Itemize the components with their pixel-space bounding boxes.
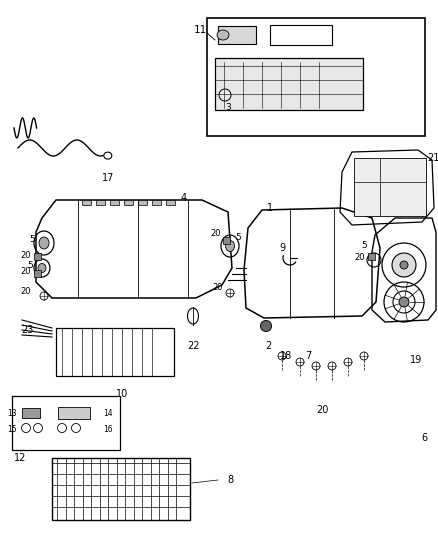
Text: 3: 3 — [225, 102, 231, 111]
Bar — [58, 407, 90, 419]
Ellipse shape — [399, 297, 409, 307]
Bar — [368, 253, 375, 260]
Bar — [215, 58, 363, 110]
Bar — [270, 25, 332, 45]
Text: 18: 18 — [280, 351, 292, 361]
Text: 12: 12 — [14, 453, 26, 463]
Text: 5: 5 — [235, 233, 241, 243]
Text: 4: 4 — [181, 193, 187, 203]
Bar — [138, 200, 147, 205]
Text: 11: 11 — [193, 25, 207, 35]
Text: 7: 7 — [305, 351, 311, 361]
Text: 15: 15 — [7, 425, 17, 434]
Text: 20: 20 — [211, 230, 221, 238]
Text: 5: 5 — [29, 236, 35, 245]
Bar — [124, 200, 133, 205]
Text: 10: 10 — [116, 389, 128, 399]
Bar — [110, 200, 119, 205]
Text: 20: 20 — [213, 284, 223, 293]
Text: 13: 13 — [7, 408, 17, 417]
Ellipse shape — [400, 261, 408, 269]
Text: 16: 16 — [103, 425, 113, 434]
Text: 14: 14 — [103, 408, 113, 417]
Text: 20: 20 — [21, 268, 31, 277]
Text: 20: 20 — [21, 251, 31, 260]
Ellipse shape — [226, 240, 234, 252]
Text: 20: 20 — [355, 254, 365, 262]
Bar — [218, 26, 256, 44]
Bar — [34, 253, 41, 260]
Bar — [34, 270, 41, 277]
Text: 17: 17 — [102, 173, 114, 183]
Ellipse shape — [38, 263, 46, 272]
Bar — [12, 396, 120, 450]
Bar — [223, 237, 230, 244]
Ellipse shape — [261, 320, 272, 332]
Text: 1: 1 — [267, 203, 273, 213]
Bar — [56, 328, 174, 376]
Text: 20: 20 — [316, 405, 328, 415]
Text: 5: 5 — [361, 240, 367, 249]
Bar — [152, 200, 161, 205]
Text: 8: 8 — [227, 475, 233, 485]
Text: 22: 22 — [188, 341, 200, 351]
Bar — [52, 458, 190, 520]
Bar — [207, 18, 425, 136]
Bar — [96, 200, 105, 205]
Bar — [354, 158, 426, 216]
Text: 19: 19 — [410, 355, 422, 365]
Ellipse shape — [217, 30, 229, 40]
Text: 9: 9 — [279, 243, 285, 253]
Text: 20: 20 — [21, 287, 31, 296]
Text: 2: 2 — [265, 341, 271, 351]
Bar — [166, 200, 175, 205]
Bar — [22, 408, 40, 418]
Text: 23: 23 — [21, 325, 33, 335]
Bar — [82, 200, 91, 205]
Ellipse shape — [39, 237, 49, 249]
Text: 5: 5 — [27, 261, 33, 270]
Text: 6: 6 — [421, 433, 427, 443]
Ellipse shape — [392, 253, 416, 277]
Text: 21: 21 — [427, 153, 438, 163]
